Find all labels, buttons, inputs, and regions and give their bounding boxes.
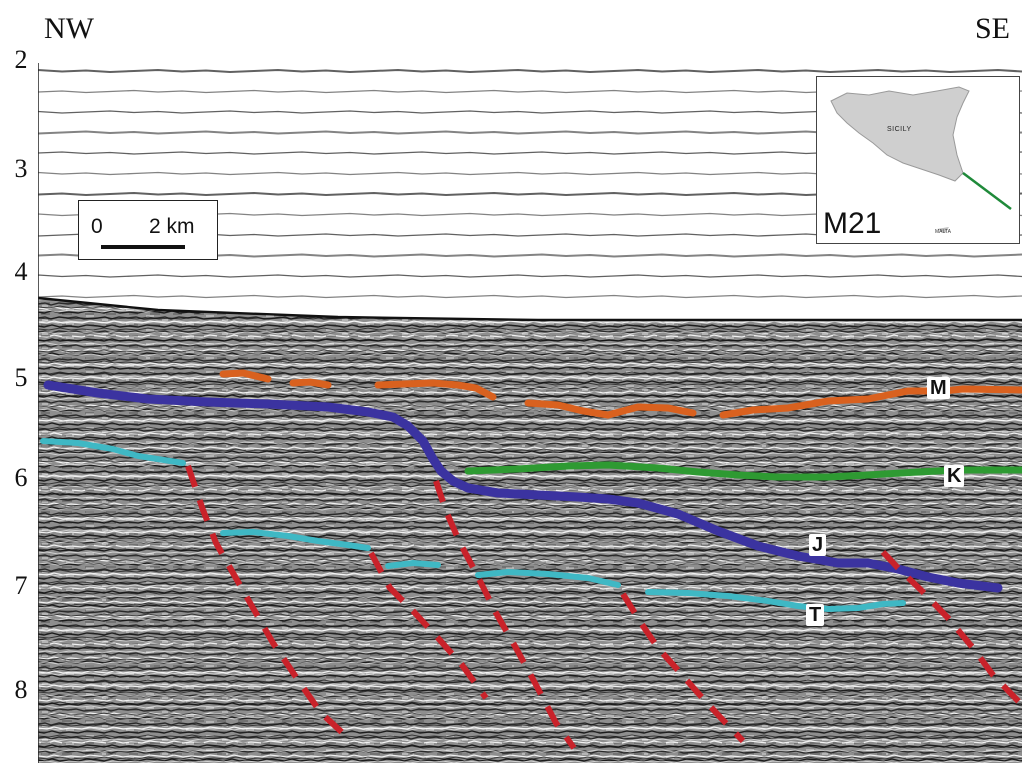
horizon-label-k: K — [944, 465, 965, 487]
water-reflection-line — [38, 274, 1022, 278]
fault-lines — [185, 465, 1022, 750]
scale-bar-line — [101, 245, 185, 249]
location-inset-map: SICILY M21 MALTA — [816, 76, 1020, 244]
axis-tick-8: 8 — [14, 675, 28, 704]
horizon-label-t: T — [806, 604, 825, 626]
survey-line-label: M21 — [823, 207, 882, 240]
horizon-m-line — [219, 369, 1022, 419]
axis-tick-3: 3 — [14, 154, 28, 183]
axis-tick-2: 2 — [14, 45, 28, 74]
horizon-k-line — [464, 461, 1022, 481]
fault-1 — [185, 465, 349, 739]
horizon-label-m: M — [927, 377, 950, 399]
seafloor-reflector — [38, 296, 1022, 322]
axis-tick-7: 7 — [14, 571, 28, 600]
direction-label-se: SE — [975, 12, 1011, 45]
sediment-texture — [38, 298, 1022, 763]
water-reflection-line — [38, 68, 1022, 74]
sicily-map — [830, 86, 1012, 233]
fault-3 — [433, 480, 577, 750]
scale-bar-distance: 2 km — [149, 215, 195, 238]
scale-bar-zero: 0 — [91, 215, 103, 238]
horizon-t-line — [40, 438, 906, 613]
horizon-j-line — [43, 380, 1003, 593]
horizon-label-j: J — [809, 534, 827, 556]
survey-line-m21 — [962, 172, 1012, 210]
fault-4 — [620, 592, 746, 744]
sicily-island-shape — [830, 86, 970, 182]
fault-2 — [368, 551, 489, 700]
direction-label-nw: NW — [44, 12, 94, 45]
axis-tick-4: 4 — [14, 257, 28, 286]
malta-label: MALTA — [935, 229, 951, 235]
malta-island-shape — [937, 227, 949, 233]
sicily-label: SICILY — [887, 126, 912, 133]
scale-bar: 0 2 km — [78, 200, 218, 260]
axis-tick-6: 6 — [14, 463, 28, 492]
fault-5 — [880, 549, 1022, 708]
water-reflection-line — [38, 294, 1022, 299]
axis-tick-5: 5 — [14, 363, 28, 392]
